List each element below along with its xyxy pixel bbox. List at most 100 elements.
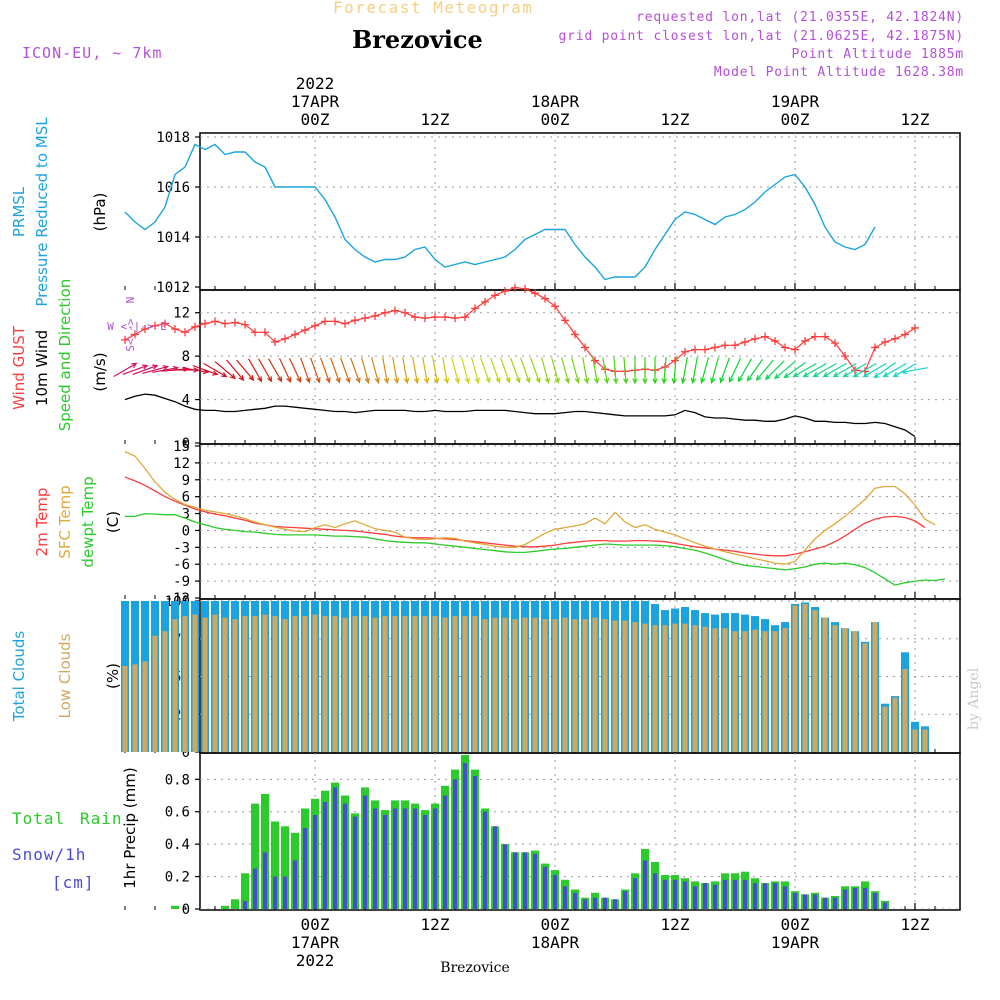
y-tick-label: 9 — [182, 473, 190, 489]
snow-bar — [523, 852, 527, 909]
low-clouds-bar — [632, 622, 638, 752]
time-axis-top-label: 00Z — [541, 110, 570, 129]
gust-marker — [531, 289, 539, 298]
pressure-label-msl: Pressure Reduced to MSL — [33, 117, 51, 307]
gust-marker — [421, 314, 429, 323]
gust-marker — [361, 314, 369, 323]
gust-marker — [241, 320, 249, 329]
gust-marker — [121, 335, 129, 344]
gust-marker — [261, 328, 269, 337]
gust-marker — [501, 287, 509, 295]
low-clouds-bar — [842, 628, 848, 752]
panel-2: 0 4 8 12 — [124, 289, 961, 452]
gust-marker — [451, 314, 459, 323]
low-clouds-bar — [792, 605, 798, 752]
wind-direction-arrow — [764, 360, 785, 381]
wind-direction-arrow — [783, 362, 806, 379]
total-clouds-label: Total Clouds — [10, 631, 28, 723]
clouds-unit-label: (%) — [104, 663, 122, 689]
snow-bar — [313, 815, 317, 909]
wind-direction-arrow — [852, 362, 877, 378]
snow-bar — [443, 795, 447, 909]
gust-marker — [311, 321, 319, 330]
wind-direction-arrow — [510, 357, 521, 384]
low-clouds-bar — [382, 616, 388, 752]
low-clouds-bar — [782, 628, 788, 752]
time-axis-bottom-label: 00Z — [541, 915, 570, 934]
gust-marker — [821, 332, 829, 341]
low-clouds-bar — [402, 616, 408, 752]
snow-bar — [753, 883, 757, 909]
gust-marker — [571, 330, 579, 339]
time-axis-top-label: 12Z — [901, 110, 930, 129]
wind-direction-arrow — [719, 357, 730, 384]
rain-bar — [281, 826, 289, 909]
snow-bar — [293, 860, 297, 909]
snow-bar — [323, 802, 327, 909]
wind-direction-arrow — [461, 357, 470, 384]
snow-bar — [663, 879, 667, 909]
dewpt-line — [125, 512, 946, 586]
snow-bar — [813, 894, 817, 909]
snow-bar — [653, 873, 657, 909]
low-clouds-bar — [292, 616, 298, 752]
time-axis-bottom-label: 2022 — [296, 951, 335, 970]
wind-direction-arrow — [267, 358, 283, 383]
gust-marker — [211, 317, 219, 326]
time-axis-bottom-label: 12Z — [661, 915, 690, 934]
wind-direction-arrow — [288, 357, 302, 384]
snow-bar — [693, 886, 697, 909]
low-clouds-bar — [602, 619, 608, 752]
wind-direction-arrow — [422, 357, 430, 385]
snow-bar — [513, 852, 517, 909]
wind-direction-arrow — [192, 365, 219, 376]
snow-bar — [343, 803, 347, 909]
pressure-line — [124, 143, 876, 281]
wind-direction-arrow — [432, 357, 440, 385]
gust-marker — [351, 316, 359, 325]
wind-direction-arrow — [728, 357, 742, 384]
wind-direction-arrow — [340, 357, 351, 384]
low-clouds-bar — [462, 616, 468, 752]
low-clouds-bar — [922, 729, 928, 752]
gust-marker — [391, 306, 399, 315]
wind-direction-arrow — [310, 357, 321, 384]
wind-direction-arrow — [490, 357, 501, 384]
wind-direction-arrow — [203, 362, 228, 378]
low-clouds-bar — [352, 616, 358, 752]
time-axis-bottom-label: 12Z — [901, 915, 930, 934]
low-clouds-bar — [332, 616, 338, 752]
snow-bar — [783, 886, 787, 909]
y-tick-label: 3 — [182, 507, 190, 523]
gust-marker — [881, 338, 889, 347]
snow-bar — [883, 902, 887, 909]
snow-bar — [853, 887, 857, 909]
time-axis-top-label: 2022 — [296, 74, 335, 93]
snow-bar — [463, 763, 467, 909]
gust-marker — [281, 334, 289, 343]
time-axis-top-label: 17APR — [291, 92, 340, 111]
time-axis-bottom-label: 17APR — [291, 933, 340, 952]
gust-marker — [811, 332, 819, 341]
low-clouds-bar — [522, 617, 528, 752]
low-clouds-bar — [702, 626, 708, 752]
gust-marker — [481, 297, 489, 306]
low-clouds-bar — [262, 614, 268, 752]
snow-bar — [373, 808, 377, 909]
wind-direction-arrow — [822, 362, 847, 378]
model-point-altitude: Model Point Altitude 1628.38m — [713, 65, 964, 80]
low-clouds-bar — [252, 616, 258, 752]
sfc-temp-line — [124, 451, 936, 565]
wind-direction-arrow — [842, 362, 867, 378]
low-clouds-bar — [762, 631, 768, 752]
low-clouds-bar — [682, 623, 688, 752]
low-clouds-bar — [282, 619, 288, 752]
wind-direction-arrow — [755, 359, 774, 382]
wind-direction-arrow — [236, 359, 255, 382]
gust-marker — [521, 284, 529, 293]
low-clouds-bar — [622, 620, 628, 752]
gust-marker — [561, 316, 569, 325]
chart-title: Forecast Meteogram — [333, 0, 534, 17]
station-name: Brezovice — [352, 25, 483, 54]
low-clouds-bar — [822, 617, 828, 752]
